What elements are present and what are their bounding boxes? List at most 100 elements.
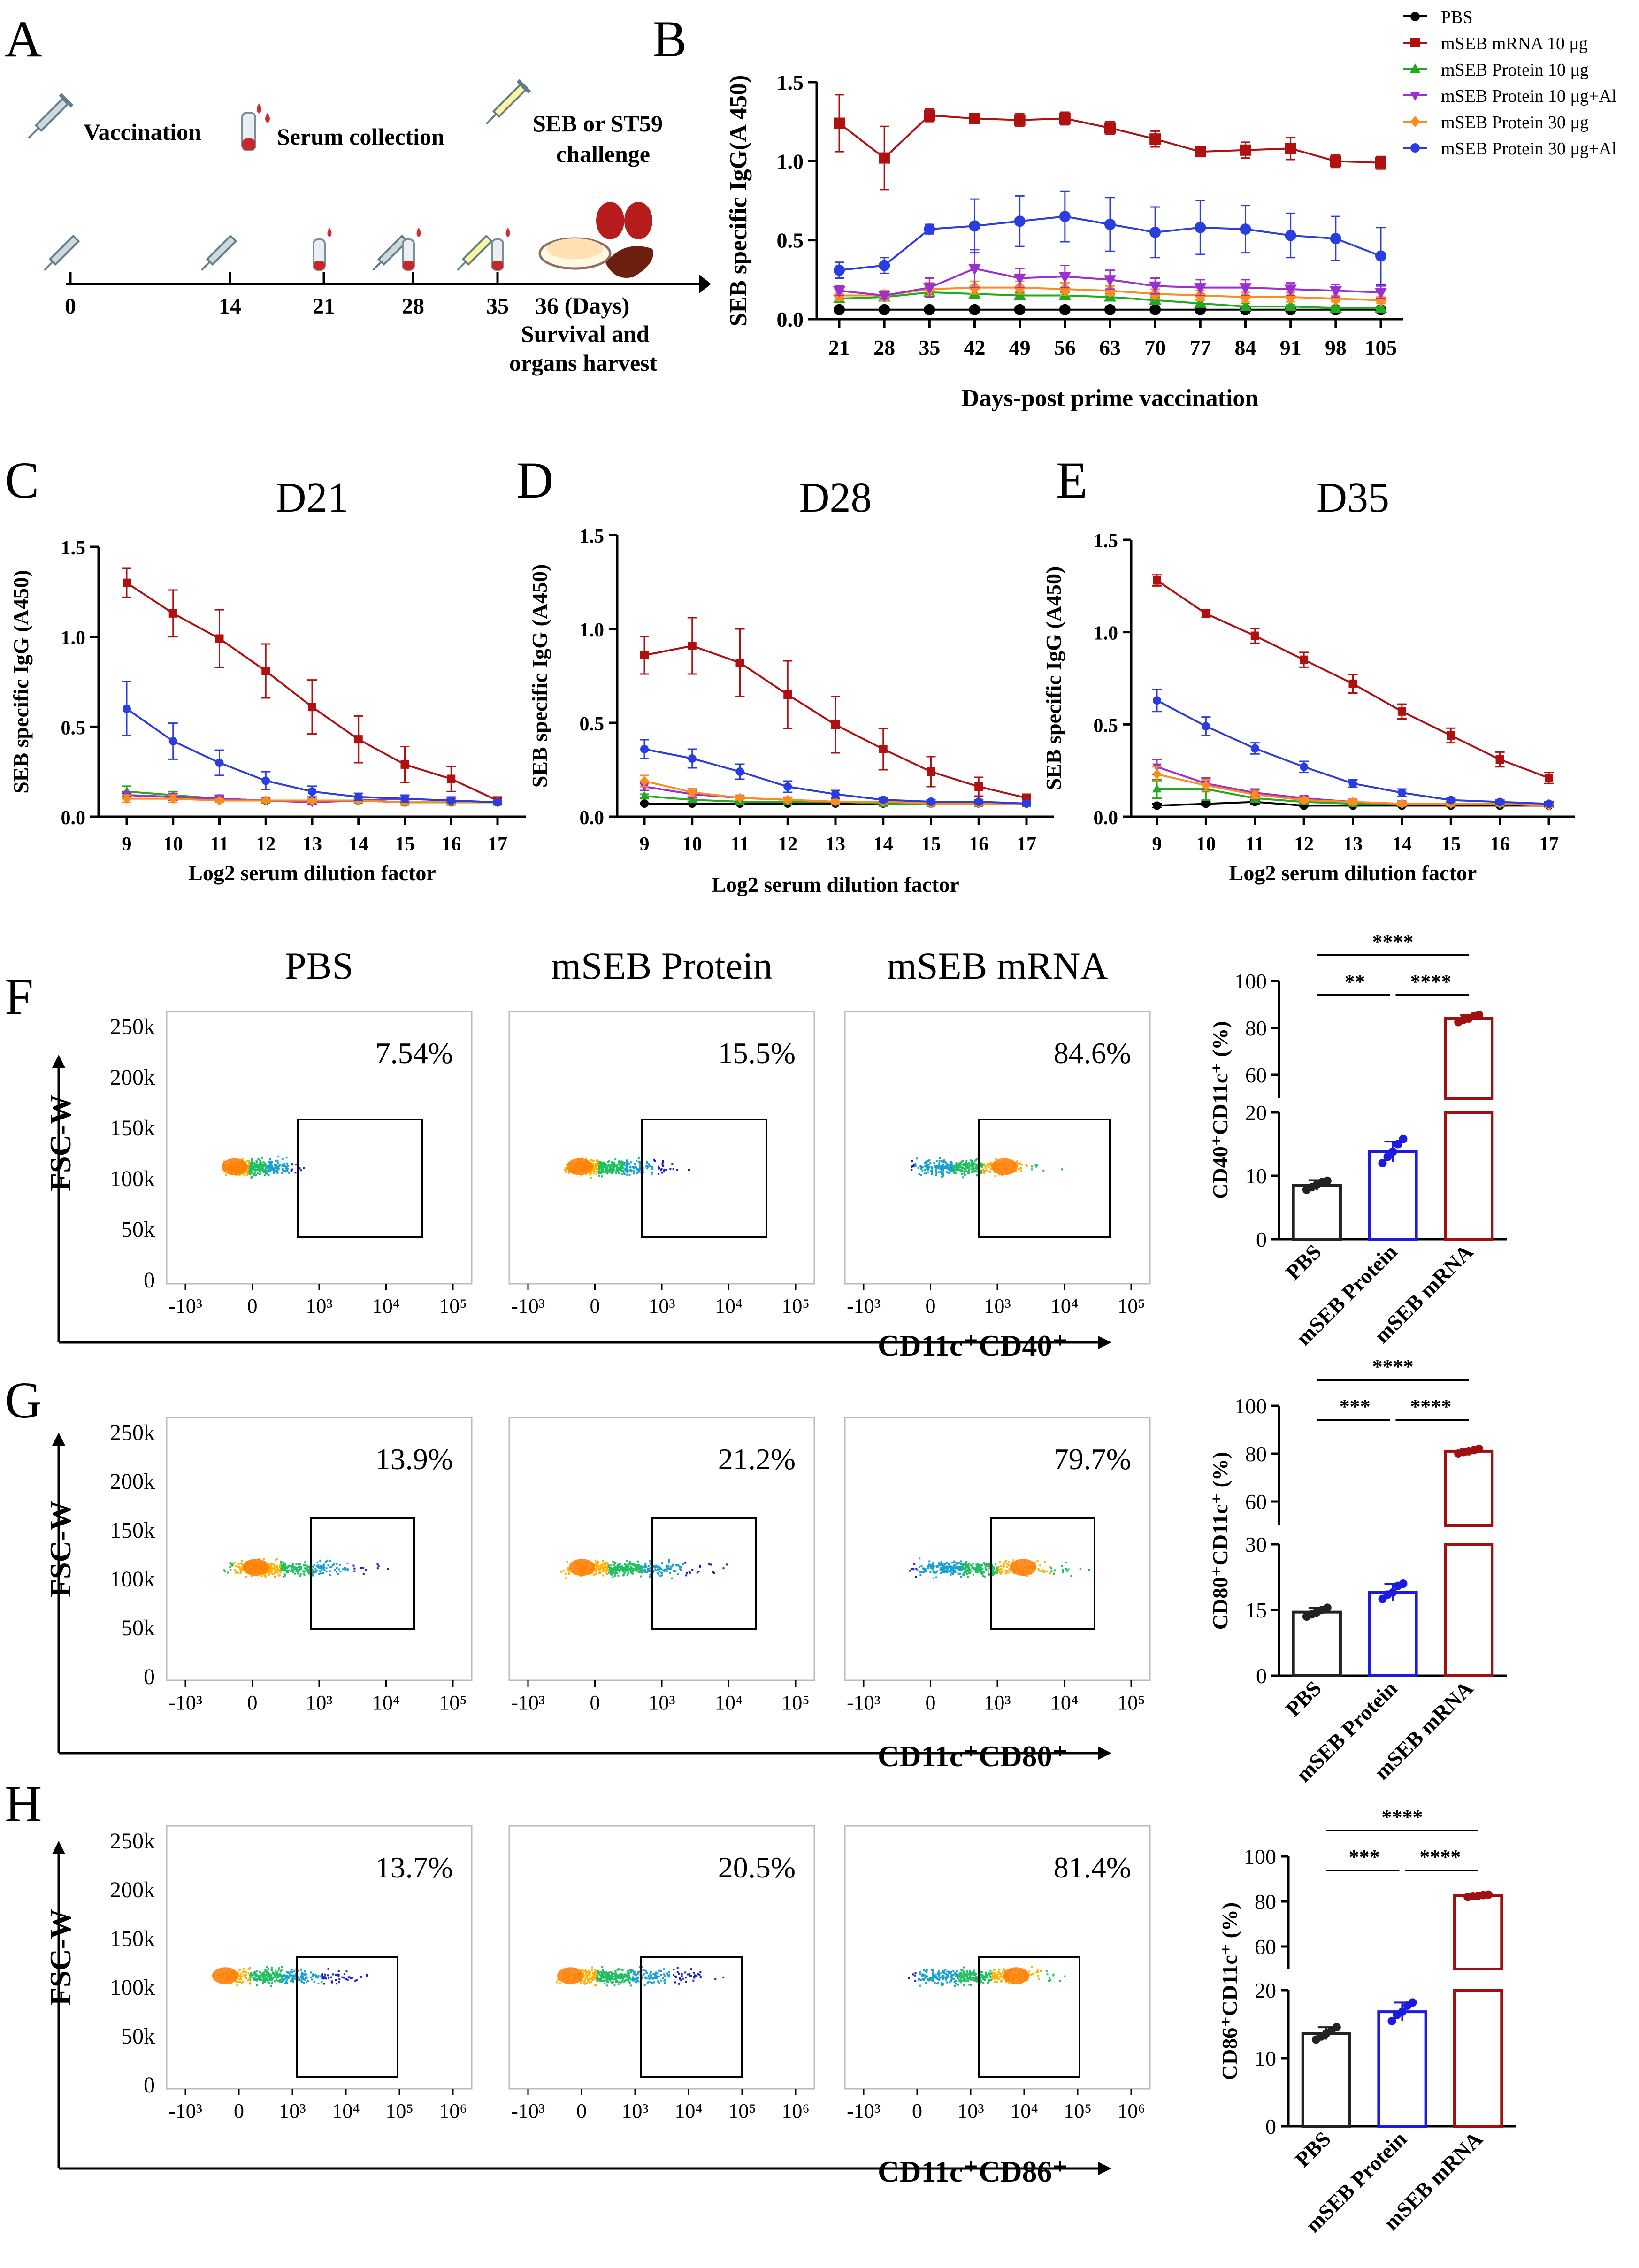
flow-x-tick-label: 0 [576, 2099, 587, 2122]
flow-event [942, 1569, 944, 1571]
flow-event [604, 1977, 606, 1979]
data-point [1239, 290, 1252, 304]
flow-event [280, 1561, 282, 1563]
flow-event [942, 1173, 944, 1176]
flow-event [258, 1977, 260, 1980]
flow-event [973, 1171, 975, 1173]
flow-event [263, 1162, 266, 1164]
tube-blood [492, 261, 503, 270]
flow-event [322, 1973, 324, 1975]
flow-event [608, 1571, 611, 1574]
flow-event [649, 1563, 651, 1565]
flow-event [559, 1982, 561, 1984]
flow-event [581, 1978, 583, 1981]
flow-event [664, 1975, 666, 1977]
flow-event [976, 1171, 978, 1173]
flow-event [276, 1971, 278, 1973]
flow-event [315, 1571, 317, 1573]
flow-event [679, 1568, 682, 1570]
flow-event [595, 1980, 597, 1982]
flow-event [914, 1165, 917, 1167]
flow-event [603, 1161, 605, 1164]
legend-label: mSEB Protein 30 μg+Al [1441, 139, 1616, 159]
data-point [1149, 304, 1161, 315]
flow-event [981, 1573, 983, 1575]
flow-event [983, 1165, 986, 1167]
flow-event [632, 1166, 634, 1168]
flow-event [587, 1970, 589, 1973]
flow-event [586, 1977, 588, 1979]
flow-event [264, 1174, 266, 1177]
flow-event [1042, 1569, 1044, 1571]
flow-event [919, 1165, 922, 1167]
flow-event [942, 1978, 944, 1980]
flow-event [292, 1566, 295, 1568]
flow-event [264, 1975, 266, 1977]
flow-event [610, 1981, 613, 1983]
flow-event [676, 1168, 678, 1171]
flow-event [618, 1160, 620, 1162]
flow-event [935, 1571, 937, 1574]
flow-event [314, 1571, 316, 1573]
flow-event [982, 1171, 985, 1173]
data-point [308, 787, 316, 796]
flow-event [251, 1160, 253, 1162]
data-point [215, 759, 224, 767]
data-point [1195, 222, 1206, 233]
flow-event [301, 1981, 303, 1983]
flow-event [639, 1168, 641, 1170]
flow-event [685, 1977, 687, 1979]
flow-event [651, 1166, 653, 1168]
flow-event [980, 1166, 983, 1168]
tube-blood [403, 261, 414, 270]
flow-event [260, 1165, 262, 1168]
flow-event [245, 1977, 247, 1979]
flow-event [613, 1571, 616, 1574]
flow-event [639, 1166, 641, 1169]
flow-event [930, 1564, 933, 1566]
data-point [879, 260, 890, 271]
flow-event [654, 1973, 657, 1975]
flow-event [329, 1570, 331, 1572]
flow-event [1065, 1568, 1067, 1570]
flow-event [633, 1569, 636, 1571]
flow-event [679, 1566, 681, 1569]
flow-event [966, 1974, 968, 1976]
flow-event [943, 1159, 945, 1162]
flow-event [631, 1969, 634, 1971]
flow-event [605, 1976, 607, 1978]
flow-event [306, 1973, 308, 1976]
flow-event [621, 1162, 624, 1165]
flow-event [285, 1157, 288, 1159]
flow-event [597, 1970, 599, 1973]
x-tick-label: 98 [1325, 336, 1347, 360]
flow-y-tick-label: 100k [110, 1975, 155, 2000]
flow-event [628, 1163, 630, 1165]
flow-event [939, 1165, 941, 1168]
flow-event [627, 1161, 629, 1164]
flow-event [1026, 1575, 1028, 1577]
flow-event [680, 1979, 682, 1982]
flow-event [1048, 1980, 1050, 1982]
flow-event [697, 1973, 699, 1975]
flow-event [965, 1561, 967, 1563]
flow-event [291, 1564, 293, 1567]
flow-event [980, 1572, 982, 1574]
panel-letter-b: B [652, 10, 687, 68]
flow-x-tick-label: 0 [590, 1295, 600, 1318]
flow-event [941, 1566, 943, 1569]
flow-event [598, 1172, 600, 1174]
flow-event [275, 1974, 277, 1976]
flow-event [986, 1169, 988, 1172]
flow-event [588, 1970, 590, 1972]
flow-event [295, 1569, 298, 1571]
flow-event [630, 1571, 632, 1573]
flow-event [1042, 1169, 1045, 1172]
data-point [1375, 157, 1386, 169]
flow-event [616, 1572, 618, 1574]
data-point [1348, 797, 1358, 807]
flow-event [280, 1974, 283, 1977]
flow-event [924, 1162, 926, 1164]
